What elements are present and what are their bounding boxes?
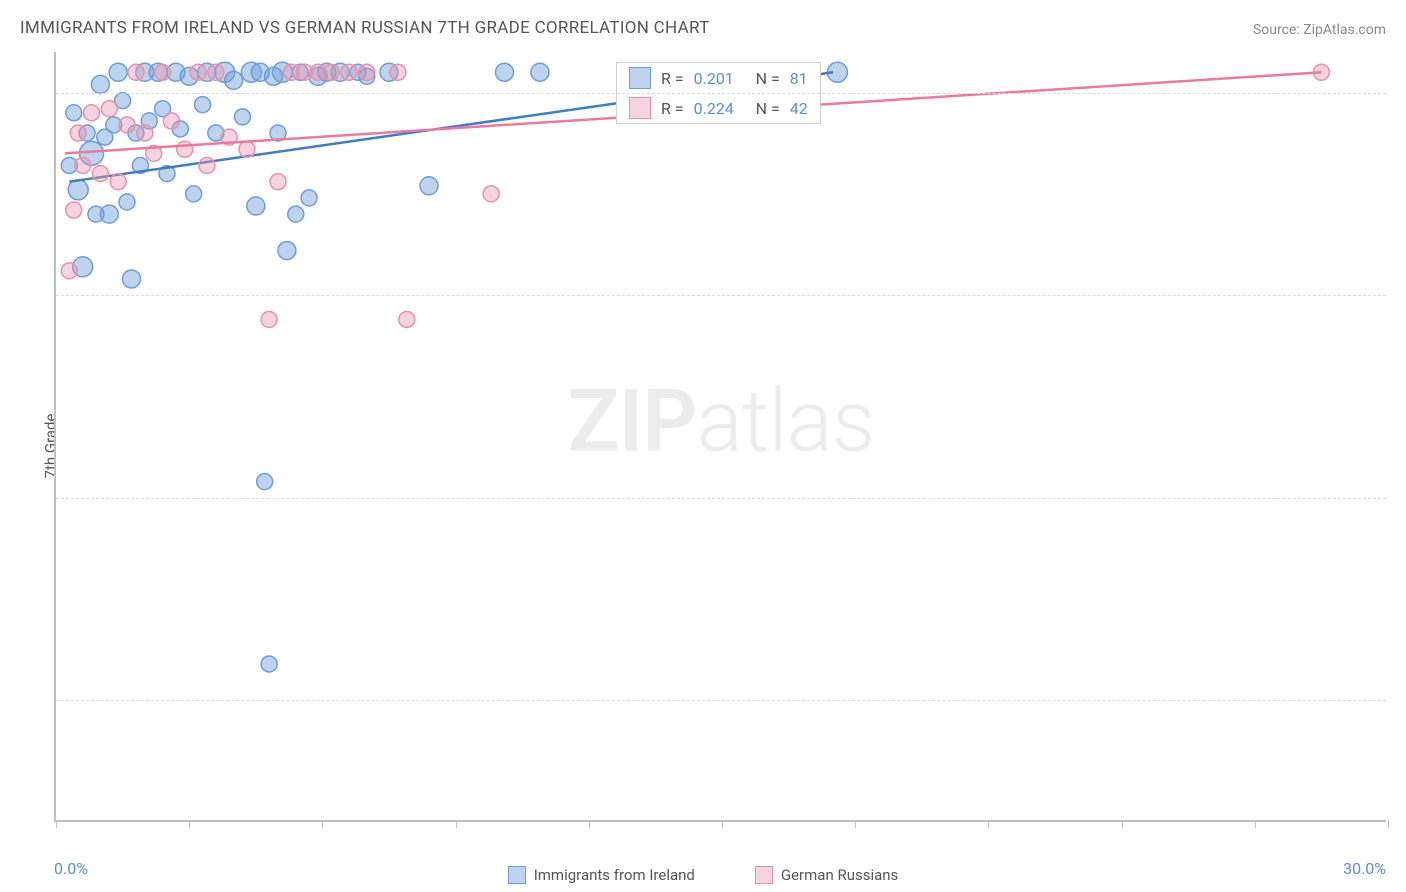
legend-swatch	[629, 97, 651, 119]
y-tick-label: 100.0%	[1396, 84, 1406, 102]
data-point	[531, 63, 549, 81]
grid-line	[56, 93, 1386, 94]
legend-r-value: 0.224	[694, 99, 746, 118]
data-point	[225, 71, 243, 89]
data-point	[128, 64, 144, 80]
y-tick-label: 90.0%	[1396, 489, 1406, 507]
data-point	[68, 180, 88, 200]
data-point	[195, 97, 211, 113]
x-tick	[589, 820, 590, 828]
legend-swatch	[508, 866, 526, 884]
x-tick	[1122, 820, 1123, 828]
x-tick	[189, 820, 190, 828]
x-tick	[1388, 820, 1389, 828]
x-tick	[456, 820, 457, 828]
data-point	[75, 157, 91, 173]
data-point	[92, 166, 108, 182]
data-point	[208, 64, 224, 80]
data-point	[390, 64, 406, 80]
grid-line	[56, 295, 1386, 296]
data-point	[163, 113, 179, 129]
data-point	[109, 63, 127, 81]
data-point	[495, 63, 513, 81]
data-point	[101, 101, 117, 117]
x-tick	[56, 820, 57, 828]
data-point	[190, 64, 206, 80]
bottom-legend-item: Immigrants from Ireland	[508, 866, 695, 884]
legend-n-label: N =	[756, 69, 780, 88]
data-point	[119, 194, 135, 210]
legend-row: R = 0.224 N = 42	[617, 93, 820, 123]
legend-label: Immigrants from Ireland	[534, 866, 695, 884]
data-point	[61, 263, 77, 279]
data-point	[91, 75, 109, 93]
data-point	[155, 64, 171, 80]
x-tick	[722, 820, 723, 828]
x-tick	[855, 820, 856, 828]
data-point	[199, 157, 215, 173]
data-point	[177, 141, 193, 157]
legend-r-label: R =	[661, 99, 684, 118]
data-point	[261, 656, 277, 672]
y-tick-label: 85.0%	[1396, 691, 1406, 709]
data-point	[234, 109, 250, 125]
legend-n-label: N =	[756, 99, 780, 118]
legend-r-label: R =	[661, 69, 684, 88]
legend-r-value: 0.201	[694, 69, 746, 88]
legend-n-value: 81	[790, 69, 808, 88]
data-point	[66, 105, 82, 121]
data-point	[399, 311, 415, 327]
legend-swatch	[629, 67, 651, 89]
scatter-svg	[56, 52, 1388, 822]
data-point	[301, 190, 317, 206]
data-point	[66, 202, 82, 218]
grid-line	[56, 700, 1386, 701]
data-point	[359, 64, 375, 80]
data-point	[288, 206, 304, 222]
data-point	[70, 125, 86, 141]
x-tick	[322, 820, 323, 828]
data-point	[110, 174, 126, 190]
data-point	[247, 197, 265, 215]
data-point	[137, 125, 153, 141]
data-point	[261, 311, 277, 327]
data-point	[278, 242, 296, 260]
x-tick	[988, 820, 989, 828]
plot-area: ZIPatlas R =0.201N =81R =0.224N =42 100.…	[54, 52, 1386, 822]
data-point	[122, 270, 140, 288]
data-point	[483, 186, 499, 202]
legend-row: R = 0.201 N = 81	[617, 63, 820, 93]
legend-n-value: 42	[790, 99, 808, 118]
data-point	[257, 474, 273, 490]
data-point	[341, 64, 357, 80]
data-point	[100, 205, 118, 223]
grid-line	[56, 498, 1386, 499]
data-point	[186, 186, 202, 202]
source-label: Source: ZipAtlas.com	[1253, 22, 1386, 38]
legend-label: German Russians	[781, 866, 898, 884]
legend-swatch	[755, 866, 773, 884]
data-point	[270, 174, 286, 190]
series-legend: Immigrants from Ireland German Russians	[0, 866, 1406, 884]
data-point	[239, 141, 255, 157]
data-point	[119, 117, 135, 133]
x-tick	[1255, 820, 1256, 828]
bottom-legend-item: German Russians	[755, 866, 898, 884]
data-point	[323, 64, 339, 80]
chart-title: IMMIGRANTS FROM IRELAND VS GERMAN RUSSIA…	[20, 18, 710, 38]
data-point	[84, 105, 100, 121]
y-tick-label: 95.0%	[1396, 286, 1406, 304]
data-point	[420, 177, 438, 195]
